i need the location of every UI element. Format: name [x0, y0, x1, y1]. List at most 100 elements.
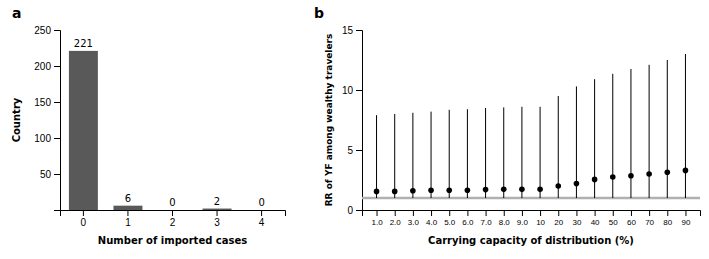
- x-tick: 1.0: [371, 210, 383, 227]
- x-tick-mark: [395, 210, 396, 216]
- error-bar: [449, 110, 450, 198]
- x-tick: 6.0: [462, 210, 474, 227]
- error-bar: [540, 107, 541, 198]
- error-bar: [521, 107, 522, 198]
- x-tick-mark: [558, 210, 559, 216]
- x-axis: 01234: [61, 210, 286, 228]
- x-tick-label: 1.0: [371, 218, 383, 227]
- x-tick: 50: [609, 210, 618, 227]
- median-point: [574, 181, 580, 187]
- x-tick: 2.0: [390, 210, 402, 227]
- x-tick: 1: [125, 210, 131, 228]
- panel: 1.02.03.04.05.06.07.08.09.01020304050607…: [314, 5, 701, 246]
- x-tick-mark: [217, 210, 218, 216]
- y-tick-mark: [54, 138, 60, 139]
- x-tick: 90: [682, 210, 691, 227]
- x-tick-mark: [540, 210, 541, 216]
- y-tick: 100: [34, 133, 60, 144]
- x-tick-mark: [261, 210, 262, 216]
- x-tick-mark: [595, 210, 596, 216]
- y-tick: 200: [34, 61, 60, 72]
- error-bar: [649, 65, 650, 198]
- plot-area: [362, 54, 700, 198]
- x-tick-mark: [649, 210, 650, 216]
- x-tick-mark: [431, 210, 432, 216]
- x-tick-mark: [576, 210, 577, 216]
- median-point: [664, 169, 670, 175]
- x-tick-label: 3: [214, 217, 220, 228]
- median-point: [392, 189, 398, 195]
- bar: [247, 210, 276, 211]
- panel-label: a: [12, 5, 21, 21]
- y-tick: 5: [347, 145, 362, 156]
- median-point: [610, 174, 616, 180]
- x-tick-label: 10: [536, 218, 545, 227]
- median-point: [410, 188, 416, 194]
- y-tick-mark: [356, 150, 362, 151]
- x-tick-mark: [631, 210, 632, 216]
- x-tick: 80: [663, 210, 672, 227]
- y-tick-mark: [54, 30, 60, 31]
- y-tick-label: 200: [34, 61, 51, 72]
- median-point: [374, 189, 380, 195]
- median-point: [592, 177, 598, 183]
- x-tick-label: 6.0: [462, 218, 474, 227]
- x-tick-label: 30: [572, 218, 581, 227]
- x-tick-label: 70: [645, 218, 654, 227]
- error-bar: [412, 113, 413, 198]
- x-tick-label: 80: [663, 218, 672, 227]
- x-tick: 0: [81, 210, 87, 228]
- x-tick: 20: [554, 210, 563, 227]
- error-bar: [685, 54, 686, 198]
- median-point: [465, 187, 471, 193]
- x-tick-label: 9.0: [517, 218, 529, 227]
- error-bar: [394, 114, 395, 198]
- x-tick: 3.0: [408, 210, 420, 227]
- median-point: [628, 173, 634, 179]
- x-tick: 60: [627, 210, 636, 227]
- x-tick: 7.0: [481, 210, 493, 227]
- median-point: [537, 187, 543, 193]
- median-point: [483, 187, 489, 193]
- x-axis-line: [61, 211, 286, 217]
- x-axis-title: Carrying capacity of distribution (%): [428, 235, 634, 246]
- x-axis-line: [363, 211, 701, 217]
- y-tick-label: 50: [40, 169, 52, 180]
- chart: 01234501001502002502216020Number of impo…: [0, 0, 709, 259]
- x-tick: 9.0: [517, 210, 529, 227]
- x-tick-label: 50: [609, 218, 618, 227]
- y-axis: 50 100 150 200 250: [34, 25, 60, 211]
- median-point: [446, 187, 452, 193]
- x-tick: 10: [536, 210, 545, 227]
- x-tick: 40: [591, 210, 600, 227]
- median-point: [519, 187, 525, 193]
- x-tick: 70: [645, 210, 654, 227]
- x-tick-label: 5.0: [444, 218, 456, 227]
- x-tick-mark: [172, 210, 173, 216]
- error-bar: [467, 109, 468, 198]
- x-tick-mark: [449, 210, 450, 216]
- y-axis-line: [356, 31, 363, 211]
- panel: 01234501001502002502216020Number of impo…: [11, 5, 286, 246]
- median-point: [683, 168, 689, 174]
- bar: [113, 206, 142, 210]
- y-tick-label: 250: [34, 25, 51, 36]
- y-tick-mark: [356, 210, 362, 211]
- y-tick-mark: [356, 30, 362, 31]
- y-tick-label: 15: [342, 25, 354, 36]
- x-tick-mark: [486, 210, 487, 216]
- x-tick-mark: [127, 210, 128, 216]
- x-tick-label: 4.0: [426, 218, 438, 227]
- x-tick-label: 4: [259, 217, 265, 228]
- x-tick-mark: [413, 210, 414, 216]
- x-tick-label: 20: [554, 218, 563, 227]
- median-point: [428, 187, 434, 193]
- data-label: 221: [74, 38, 93, 49]
- x-tick-mark: [467, 210, 468, 216]
- x-tick: 3: [214, 210, 220, 228]
- x-tick-label: 40: [591, 218, 600, 227]
- y-axis-line: [54, 31, 61, 211]
- median-point: [646, 171, 652, 177]
- y-tick: 150: [34, 97, 60, 108]
- y-axis-title: Country: [11, 97, 22, 142]
